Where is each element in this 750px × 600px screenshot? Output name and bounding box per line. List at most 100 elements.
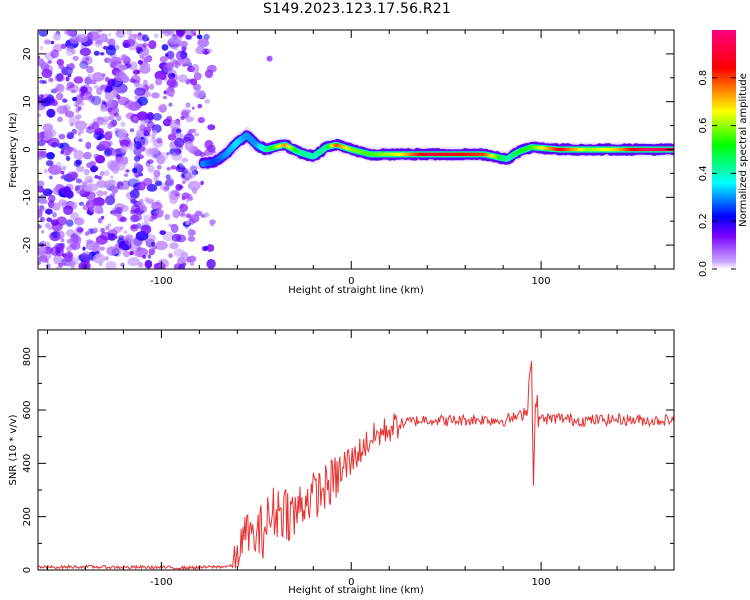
noise-speckle: [138, 32, 142, 36]
noise-speckle: [165, 86, 175, 97]
colorbar-tick-label: 0.4: [698, 165, 709, 181]
noise-speckle: [56, 92, 64, 101]
noise-speckle: [66, 238, 72, 244]
noise-speckle: [106, 246, 118, 256]
snr-panel: -100 0 100 0 200 400 600 800 Height of straight…: [8, 329, 675, 596]
noise-speckle: [170, 165, 177, 170]
noise-speckle: [90, 166, 97, 173]
noise-speckle: [67, 73, 72, 78]
noise-speckle: [94, 175, 99, 179]
y-tick-label: 600: [22, 400, 33, 419]
y-tick-label: -20: [22, 237, 33, 253]
noise-speckle: [151, 92, 160, 99]
noise-speckle: [66, 49, 75, 57]
noise-speckle: [169, 119, 181, 130]
noise-speckle: [75, 178, 83, 184]
noise-speckle: [107, 107, 113, 113]
noise-speckle: [193, 89, 206, 99]
noise-speckle: [53, 32, 61, 41]
noise-speckle: [62, 261, 66, 266]
y-tick-label: 0: [22, 567, 33, 573]
noise-speckle: [114, 250, 120, 254]
noise-speckle: [189, 261, 195, 266]
noise-speckle: [83, 151, 92, 160]
noise-speckle: [104, 195, 116, 206]
noise-speckle: [62, 190, 65, 194]
noise-speckle: [97, 119, 104, 126]
noise-speckle: [110, 56, 122, 65]
noise-speckle: [65, 261, 72, 267]
noise-speckle: [187, 228, 195, 237]
noise-speckle: [38, 58, 45, 67]
noise-speckle: [78, 253, 91, 262]
noise-speckle: [166, 50, 175, 60]
noise-speckle: [99, 170, 105, 177]
noise-speckle: [83, 185, 93, 192]
noise-speckle: [60, 238, 65, 243]
noise-speckle: [80, 91, 93, 101]
x-tick-label: -100: [150, 577, 173, 588]
noise-speckle: [116, 94, 121, 100]
noise-speckle: [143, 79, 148, 86]
noise-speckle: [187, 180, 201, 191]
noise-speckle: [85, 141, 92, 150]
noise-speckle: [91, 95, 102, 106]
noise-speckle: [188, 128, 193, 134]
noise-speckle: [96, 180, 107, 189]
noise-speckle: [119, 160, 124, 166]
snr-frame: [37, 329, 675, 571]
noise-speckle: [57, 116, 63, 123]
noise-speckle: [173, 46, 179, 51]
noise-speckle: [187, 236, 196, 242]
noise-speckle: [133, 162, 140, 167]
x-tick-label: -100: [150, 276, 173, 287]
noise-speckle: [116, 30, 121, 35]
noise-speckle: [38, 55, 41, 60]
noise-speckle: [169, 35, 182, 45]
noise-speckle: [164, 188, 168, 193]
noise-speckle: [142, 177, 153, 187]
x-tick-label: 0: [348, 577, 354, 588]
noise-speckle: [167, 77, 176, 88]
noise-speckle: [175, 65, 179, 69]
noise-speckle: [143, 214, 152, 223]
noise-speckle: [105, 261, 117, 269]
noise-speckle: [85, 57, 90, 61]
noise-speckle: [45, 208, 53, 215]
noise-speckle: [87, 126, 92, 130]
noise-speckle: [178, 210, 186, 217]
noise-speckle: [41, 230, 45, 234]
noise-speckle: [40, 216, 45, 222]
noise-speckle: [153, 176, 159, 182]
x-tick-label: 100: [532, 577, 551, 588]
noise-speckle: [133, 33, 139, 38]
noise-speckle: [202, 212, 210, 218]
noise-speckle: [153, 169, 161, 178]
noise-speckle: [94, 39, 103, 48]
noise-speckle: [190, 30, 196, 35]
noise-speckle: [132, 167, 138, 173]
noise-speckle: [195, 46, 205, 55]
noise-speckle: [42, 188, 53, 197]
noise-speckle: [50, 40, 55, 45]
noise-speckle: [168, 253, 174, 259]
noise-speckle: [176, 128, 182, 134]
noise-speckle: [66, 30, 74, 37]
noise-speckle: [157, 263, 163, 269]
noise-speckle: [87, 207, 95, 216]
noise-speckle: [159, 56, 168, 63]
noise-speckle: [192, 81, 197, 86]
noise-speckle: [120, 145, 128, 153]
noise-speckle: [105, 225, 110, 231]
noise-speckle: [133, 213, 143, 222]
noise-speckle: [169, 194, 179, 205]
noise-speckle: [174, 193, 180, 197]
noise-speckle: [73, 76, 84, 84]
noise-speckle: [100, 227, 105, 233]
noise-speckle: [48, 164, 62, 175]
noise-speckle: [178, 162, 184, 168]
noise-speckle: [52, 212, 57, 218]
noise-speckle: [62, 98, 68, 103]
noise-speckle: [197, 117, 205, 124]
noise-speckle: [100, 231, 112, 241]
